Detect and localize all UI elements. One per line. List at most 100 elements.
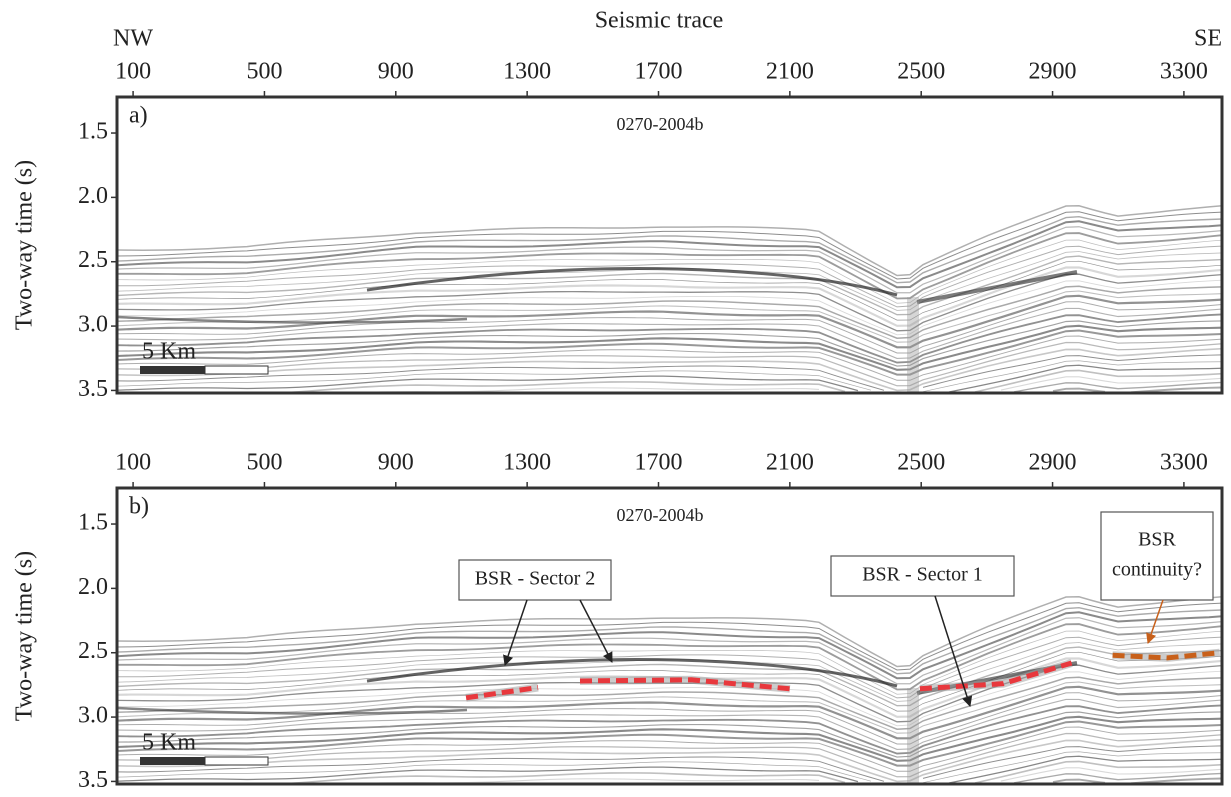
scale-bar-label: 5 Km [142,339,196,365]
reflector [117,692,1222,745]
reflector [117,738,1222,783]
reflector [1013,772,1222,784]
scale-bar-light [204,756,269,766]
reflector [117,711,1222,758]
reflector [117,755,1222,784]
panel-title: 0270-2004b [617,114,704,134]
y-tick-label: 1.5 [78,510,108,536]
reflector [117,646,1222,707]
y-tick-label: 3.0 [78,312,108,338]
reflector [1052,777,1222,784]
annotation-arrow [503,599,528,666]
reflector [117,751,1222,784]
y-axis-label: Two-way time (s) [12,551,38,721]
reflector [117,732,1222,778]
reflector [117,698,1222,750]
annotation-box [458,559,612,601]
strong-reflector [916,270,1078,304]
x-tick-label: 1300 [503,450,551,476]
x-tick-label: 1300 [503,59,551,85]
reflector [1052,386,1222,393]
reflector [117,232,1222,300]
reflector [117,260,1222,321]
bsr-line [1112,650,1220,661]
reflector [117,226,1222,294]
panel-label: a) [129,103,148,129]
x-axis-label: Seismic trace [595,8,724,34]
seismic-image [117,205,1222,393]
bsr-line [579,677,791,692]
reflector [117,617,1222,685]
x-tick-label: 500 [246,59,282,85]
annotation-box [830,555,1015,597]
reflector [117,602,1222,671]
reflector [117,279,1222,336]
reflector [117,630,1222,695]
reflector [117,681,1222,734]
strong-reflector [117,315,468,324]
reflector [117,636,1222,699]
reflector [117,676,1222,730]
x-tick-label: 2100 [766,450,814,476]
reflector [117,726,1222,772]
reflector [117,255,1222,316]
strong-reflector [366,657,898,688]
y-tick-label: 3.0 [78,703,108,729]
reflector [117,596,1222,668]
reflector [117,239,1222,304]
plot-frame [115,95,1224,395]
scale-bar-label: 5 Km [142,730,196,756]
disrupted-zone [907,297,919,393]
y-tick-label: 3.5 [78,376,108,402]
y-tick-label: 2.5 [78,638,108,664]
reflector [117,704,1222,755]
reflector [117,290,1222,343]
x-tick-label: 2500 [897,59,945,85]
y-tick-label: 2.0 [78,183,108,209]
annotation: BSR [1138,529,1176,551]
plot-frame [115,486,1224,786]
reflector [117,285,1222,339]
reflector [117,245,1222,308]
disrupted-zone [907,688,919,784]
reflector [285,760,1222,784]
reflector [117,211,1222,280]
y-tick-label: 2.0 [78,574,108,600]
y-tick-label: 3.5 [78,767,108,792]
reflector [117,220,1222,289]
x-tick-label: 100 [115,450,151,476]
reflector [117,266,1222,327]
x-tick-label: 900 [378,59,414,85]
reflector [1013,381,1222,393]
strong-reflector [117,706,468,715]
reflector [117,294,1222,349]
reflector [117,623,1222,691]
annotation-arrow [934,595,973,708]
reflector [117,347,1222,392]
reflector [117,273,1222,332]
seismic-image [117,596,1222,784]
reflector [117,360,1222,393]
reflector [117,651,1222,712]
x-tick-label: 1700 [634,59,682,85]
annotation: BSR - Sector 1 [862,564,983,586]
annotation-arrow [579,599,613,663]
reflector [117,745,1222,782]
annotation: BSR - Sector 2 [475,568,596,590]
x-tick-label: 2900 [1029,59,1077,85]
y-axis-label: Two-way time (s) [12,160,38,330]
x-tick-label: 3300 [1160,59,1208,85]
reflector [117,364,1222,393]
reflector [117,611,1222,680]
scale-bar-dark [140,366,205,374]
x-tick-label: 3300 [1160,450,1208,476]
x-tick-label: 900 [378,450,414,476]
reflector [117,329,1222,376]
x-tick-label: 500 [246,450,282,476]
panel-label: b) [129,494,149,520]
texture [117,205,1222,393]
reflector [117,320,1222,367]
scale-bar-light [204,365,269,375]
